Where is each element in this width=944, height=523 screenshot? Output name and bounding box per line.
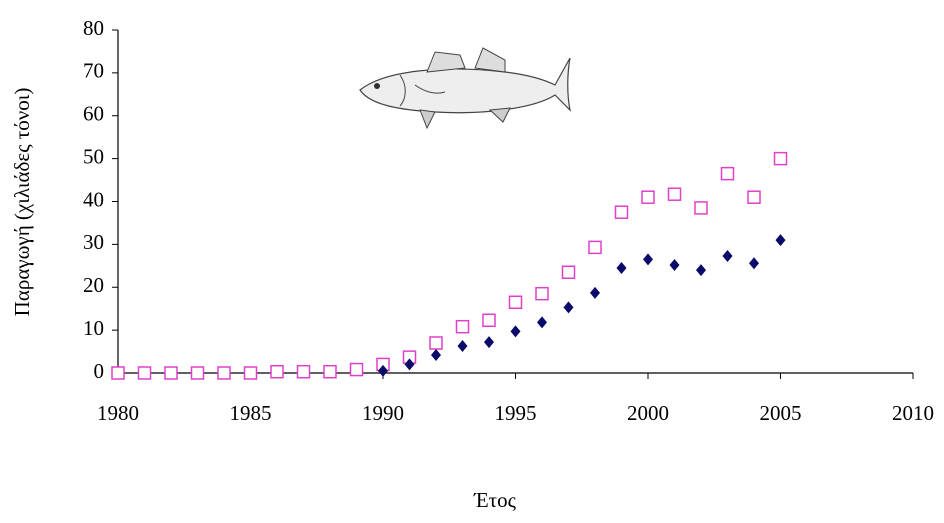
point — [455, 319, 470, 334]
point — [590, 286, 600, 299]
point — [484, 336, 494, 349]
point — [537, 316, 547, 329]
y-tick-label: 40 — [83, 187, 104, 211]
point — [190, 366, 205, 380]
point — [694, 201, 708, 215]
x-tick-label: 2000 — [627, 401, 669, 425]
y-tick-label: 60 — [83, 102, 104, 126]
point — [323, 364, 337, 379]
point — [561, 265, 576, 279]
point — [775, 234, 786, 247]
point — [588, 240, 602, 255]
point — [378, 364, 388, 377]
point — [111, 366, 125, 380]
point — [641, 190, 655, 204]
point — [349, 362, 364, 377]
point — [482, 313, 496, 328]
y-tick-label: 70 — [83, 59, 104, 83]
x-tick-label: 1990 — [362, 401, 404, 425]
point — [747, 190, 761, 204]
point — [404, 358, 415, 371]
point — [508, 295, 523, 310]
point — [720, 166, 735, 181]
point — [137, 366, 152, 380]
point — [643, 253, 653, 266]
point — [773, 151, 788, 166]
point — [722, 249, 733, 262]
y-tick-label: 10 — [83, 316, 104, 340]
point — [669, 258, 680, 271]
point — [457, 339, 468, 352]
point — [749, 257, 759, 270]
y-tick-label: 80 — [83, 16, 104, 40]
y-tick-label: 50 — [83, 144, 104, 168]
x-axis-label: Έτος — [473, 488, 517, 512]
point — [563, 301, 574, 314]
x-tick-label: 2010 — [892, 401, 934, 425]
x-tick-label: 1980 — [97, 401, 139, 425]
point — [616, 261, 627, 274]
y-tick-label: 0 — [94, 359, 105, 383]
point — [296, 364, 311, 379]
point — [243, 366, 258, 380]
fish-illustration — [359, 47, 571, 130]
x-tick-label: 1985 — [230, 401, 272, 425]
point — [667, 187, 682, 201]
point — [217, 366, 231, 380]
point — [164, 366, 178, 380]
x-tick-label: 1995 — [495, 401, 537, 425]
point — [535, 286, 549, 301]
x-tick-label: 2005 — [760, 401, 802, 425]
y-axis-label: Παραγωγή (χιλιάδες τόνοι) — [10, 88, 34, 317]
point — [431, 348, 441, 361]
y-tick-label: 20 — [83, 273, 104, 297]
point — [510, 325, 521, 338]
point — [696, 264, 706, 277]
point — [270, 364, 284, 379]
point — [429, 336, 443, 350]
y-tick-label: 30 — [83, 230, 104, 254]
point — [614, 205, 629, 219]
